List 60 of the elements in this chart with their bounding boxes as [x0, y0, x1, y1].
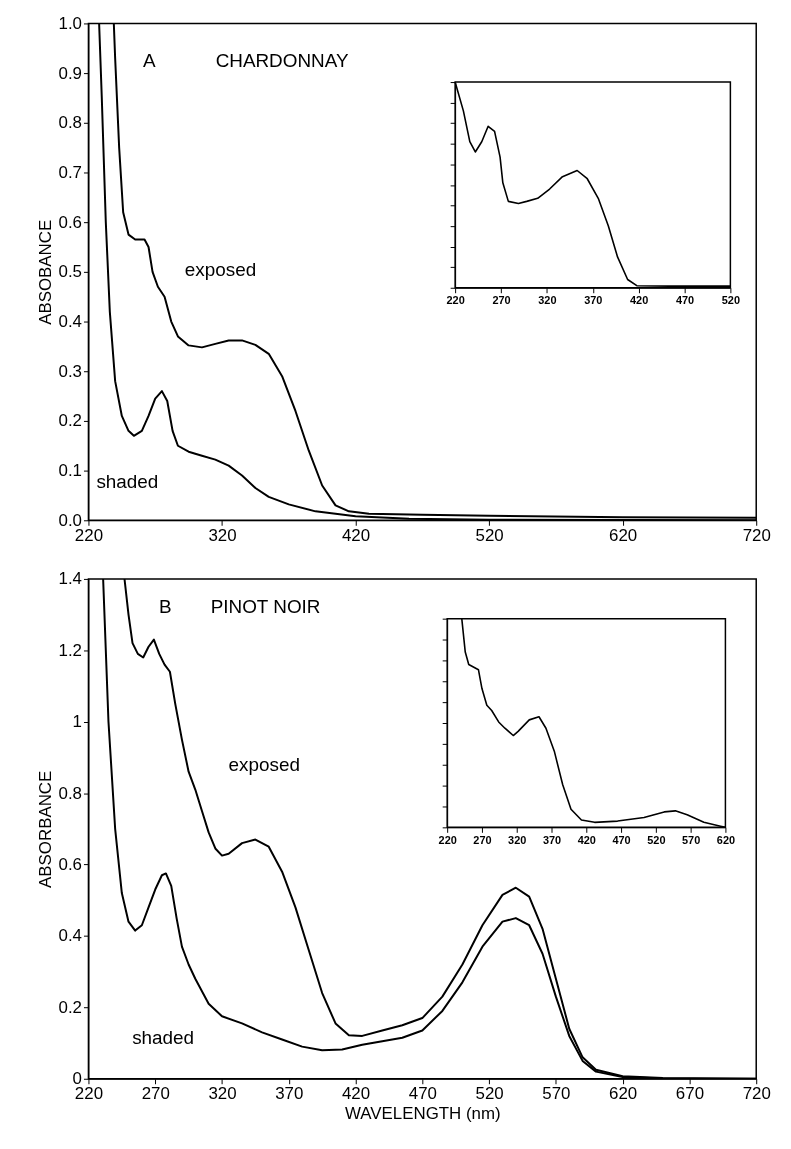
x-tick-label: 320 — [208, 525, 237, 545]
y-tick-label: 0.2 — [58, 411, 82, 431]
y-tick-label: 0.5 — [58, 262, 82, 282]
annotation: CHARDONNAY — [215, 50, 349, 72]
annotation: A — [143, 50, 157, 72]
y-tick-label: 0.4 — [58, 926, 82, 946]
x-tick-label: 270 — [473, 833, 492, 846]
y-tick-label: 0.2 — [58, 997, 82, 1017]
series-label: exposed — [228, 753, 300, 775]
x-tick-label: 520 — [721, 294, 740, 307]
x-tick-label: 470 — [612, 833, 631, 846]
y-tick-label: 0.3 — [58, 361, 82, 381]
x-tick-label: 370 — [542, 833, 562, 846]
x-tick-label: 270 — [141, 1084, 170, 1104]
y-tick-label: 1 — [72, 712, 82, 732]
y-tick-label: 0.6 — [58, 855, 82, 874]
y-tick-label: 1.0 — [58, 13, 82, 33]
x-tick-label: 220 — [74, 1084, 104, 1104]
x-tick-label: 620 — [716, 833, 736, 846]
x-tick-label: 420 — [341, 1084, 371, 1104]
x-tick-label: 370 — [584, 294, 603, 307]
series-label: shaded — [132, 1026, 195, 1048]
annotation: PINOT NOIR — [210, 595, 321, 617]
y-tick-label: 1.2 — [58, 640, 82, 660]
x-tick-label: 470 — [675, 294, 695, 307]
x-tick-label: 320 — [538, 294, 557, 307]
x-tick-label: 220 — [438, 833, 457, 846]
y-tick-label: 0.7 — [58, 162, 82, 182]
y-axis-title: ABSORBANCE — [35, 770, 55, 888]
y-tick-label: 0.1 — [58, 461, 82, 481]
y-tick-label: 0.9 — [58, 63, 82, 83]
x-tick-label: 570 — [682, 833, 701, 846]
x-tick-label: 520 — [475, 1084, 504, 1104]
x-tick-label: 270 — [492, 294, 511, 307]
annotation: B — [158, 595, 172, 617]
y-tick-label: 1.4 — [58, 569, 82, 589]
series-label: exposed — [184, 258, 257, 280]
x-tick-label: 370 — [275, 1084, 304, 1104]
x-tick-label: 520 — [475, 525, 504, 545]
x-tick-label: 620 — [609, 1084, 638, 1104]
x-tick-label: 520 — [647, 833, 666, 846]
y-tick-label: 0.4 — [58, 312, 82, 332]
series-label: shaded — [96, 471, 159, 493]
y-tick-label: 0.8 — [58, 113, 82, 133]
x-tick-label: 320 — [208, 1084, 237, 1104]
y-axis-title: ABSOBANCE — [35, 219, 55, 325]
x-tick-label: 420 — [630, 294, 649, 307]
x-tick-label: 320 — [508, 833, 527, 846]
y-tick-label: 0.6 — [58, 212, 82, 232]
x-tick-label: 720 — [742, 1084, 771, 1104]
x-tick-label: 470 — [408, 1084, 437, 1104]
x-tick-label: 620 — [609, 525, 638, 545]
x-tick-label: 420 — [577, 833, 596, 846]
y-tick-label: 0.8 — [58, 783, 82, 803]
x-tick-label: 220 — [446, 294, 465, 307]
x-tick-label: 570 — [542, 1084, 571, 1104]
x-tick-label: 720 — [742, 525, 771, 545]
x-tick-label: 670 — [675, 1084, 705, 1104]
x-tick-label: 420 — [341, 525, 371, 545]
x-axis-title: WAVELENGTH (nm) — [345, 1104, 501, 1123]
